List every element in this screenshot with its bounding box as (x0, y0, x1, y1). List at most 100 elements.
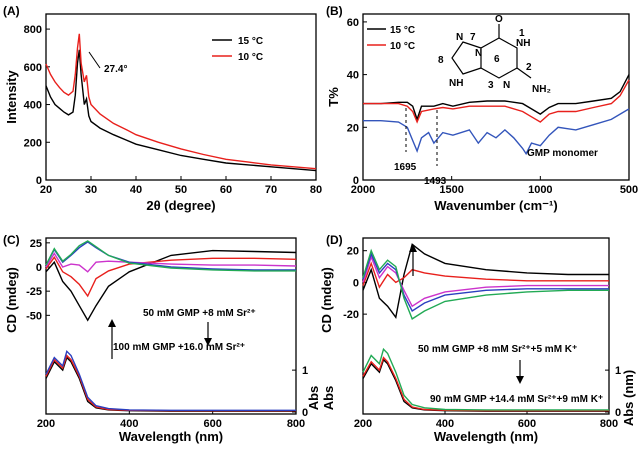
panel-c-xlabel: Wavelength (nm) (119, 429, 223, 444)
guanine-structure (451, 24, 532, 79)
panel-d-arrowhead-down (516, 376, 524, 384)
panel-b-frame (362, 13, 630, 181)
panel-c-ytick-label: 25 (30, 238, 42, 250)
panel-c-ylabel: CD (mdeg) (4, 267, 19, 333)
panel-c-cd-line-3 (45, 241, 296, 271)
panel-a: (A) 2θ (degree) Intensity 27.4° 20 30 40 50… (3, 4, 322, 213)
panel-a-peak-arrow (88, 51, 101, 69)
panel-b-xtick-label: 1500 (439, 184, 463, 196)
atom-nh2: NH₂ (532, 84, 551, 95)
panel-c-series (45, 240, 297, 412)
panel-c-ytick-label: -50 (26, 310, 42, 322)
panel-a-xtick-label: 30 (85, 184, 97, 196)
atom-nh1: NH (516, 38, 530, 49)
legend-b-label-15c: 15 °C (390, 25, 415, 36)
panel-d-label: (D) (326, 233, 343, 247)
panel-d-ylabel-right: Abs (nm) (621, 370, 636, 426)
panel-b-legend: 15 °C 10 °C (367, 25, 415, 52)
panel-b-xtick-label: 1000 (528, 184, 552, 196)
panel-c-ytick-label: -25 (26, 286, 42, 298)
legend-label-10c: 10 °C (238, 52, 263, 63)
panel-d-ytick-label: 0 (353, 277, 359, 289)
panel-d-abs-line-1 (362, 356, 609, 412)
ring-num-1: 1 (519, 28, 525, 39)
panel-d-cd-line-1 (362, 261, 609, 289)
panel-a-ytick-label: 800 (24, 24, 42, 36)
panel-d-ytick-label: 20 (347, 246, 359, 258)
panel-a-xtick-label: 60 (220, 184, 232, 196)
panel-c-label: (C) (3, 233, 20, 247)
panel-c-annotation-2: 100 mM GMP +16.0 mM Sr²⁺ (113, 342, 245, 353)
ring-num-7: 7 (470, 32, 476, 43)
panel-d-annotation-1: 50 mM GMP +8 mM Sr²⁺+5 mM K⁺ (418, 344, 577, 355)
panel-c-cd-line-4 (45, 240, 296, 272)
panel-a-xtick-label: 70 (265, 184, 277, 196)
panel-d-cd-line-4 (362, 248, 609, 320)
panel-c-annotation-1: 50 mM GMP +8 mM Sr²⁺ (143, 308, 256, 319)
panel-a-xlabel: 2θ (degree) (146, 198, 215, 213)
panel-d: (D) Wavelength (nm) CD (mdeg) Abs Abs (n… (319, 233, 636, 444)
guanine-labels: O N 7 NH 2 N 3 NH 1 NH₂ 8 6 N (438, 14, 551, 95)
panel-a-ytick-label: 0 (36, 175, 42, 187)
panel-d-xtick-label: 200 (354, 418, 372, 430)
panel-c-cd-line-0 (45, 249, 297, 322)
panel-b-ticks: 2000 1500 1000 500 0 20 40 60 (347, 17, 638, 196)
panel-d-abs-label-left: Abs (321, 386, 336, 411)
panel-d-annotation-2: 90 mM GMP +14.4 mM Sr²⁺+9 mM K⁺ (430, 394, 603, 405)
panel-a-xtick-label: 50 (175, 184, 187, 196)
panel-d-xlabel: Wavelength (nm) (434, 429, 538, 444)
panel-d-cd-line-3 (362, 251, 609, 313)
panel-c-right-ytick-label: 1 (302, 365, 308, 377)
panel-d-xtick-label: 400 (436, 418, 454, 430)
panel-c-ticks: 200 400 600 800 25 0 -25 -50 0 1 (26, 238, 308, 430)
panel-c-xtick-label: 400 (120, 418, 138, 430)
panel-b-annotation-1695: 1695 (394, 162, 417, 173)
panel-b-series-line-2 (363, 108, 630, 156)
atom-n-bridge: N (475, 48, 482, 59)
five-ring (451, 41, 482, 75)
panel-b-xtick-label: 2000 (351, 184, 375, 196)
panel-b-series (363, 74, 630, 156)
panel-b-annotation-monomer: GMP monomer (527, 148, 598, 159)
panel-b-ytick-label: 20 (347, 122, 359, 134)
panel-a-ytick-label: 200 (24, 137, 42, 149)
panel-c-ylabel-right: Abs (306, 386, 321, 411)
panel-a-xtick-label: 40 (130, 184, 142, 196)
panel-d-right-ytick-label: 1 (615, 365, 621, 377)
panel-d-ytick-label: -20 (343, 309, 359, 321)
atom-n7: N (456, 32, 463, 43)
panel-a-peak-annotation: 27.4° (104, 64, 127, 75)
panel-c-arrowhead-up (108, 319, 116, 327)
panel-b-ylabel: T% (326, 87, 341, 107)
ring-num-6: 6 (494, 54, 500, 65)
panel-c-abs-line-2 (45, 349, 296, 411)
panel-b-xtick-label: 500 (620, 184, 638, 196)
panel-b-series-line-1 (363, 79, 630, 124)
panel-a-ytick-label: 600 (24, 62, 42, 74)
ring-num-3: 3 (488, 80, 494, 91)
atom-n3: N (503, 80, 510, 91)
panel-d-xtick-label: 600 (518, 418, 536, 430)
panel-a-legend: 15 °C 10 °C (212, 36, 263, 63)
panel-d-frame (362, 237, 610, 415)
panel-c-cd-line-1 (45, 256, 297, 298)
panel-b-ytick-label: 60 (347, 17, 359, 29)
panel-d-xtick-label: 800 (600, 418, 618, 430)
legend-label-15c: 15 °C (238, 36, 263, 47)
panel-a-series (45, 33, 317, 172)
panel-d-cd-line-2 (362, 254, 609, 308)
atom-nh9: NH (449, 78, 463, 89)
panel-c: (C) Wavelength (nm) CD (mdeg) Abs 200 400… (3, 233, 321, 444)
panel-c-cd-line-2 (45, 252, 297, 273)
panel-c-abs-line-1 (45, 354, 296, 412)
panel-c-xtick-label: 800 (287, 418, 305, 430)
panel-b-ytick-label: 0 (353, 175, 359, 187)
panel-c-xtick-label: 600 (203, 418, 221, 430)
panel-c-xtick-label: 200 (37, 418, 55, 430)
panel-b-ytick-label: 40 (347, 70, 359, 82)
panel-b-series-line-0 (363, 74, 630, 122)
amino-bond (516, 67, 532, 79)
